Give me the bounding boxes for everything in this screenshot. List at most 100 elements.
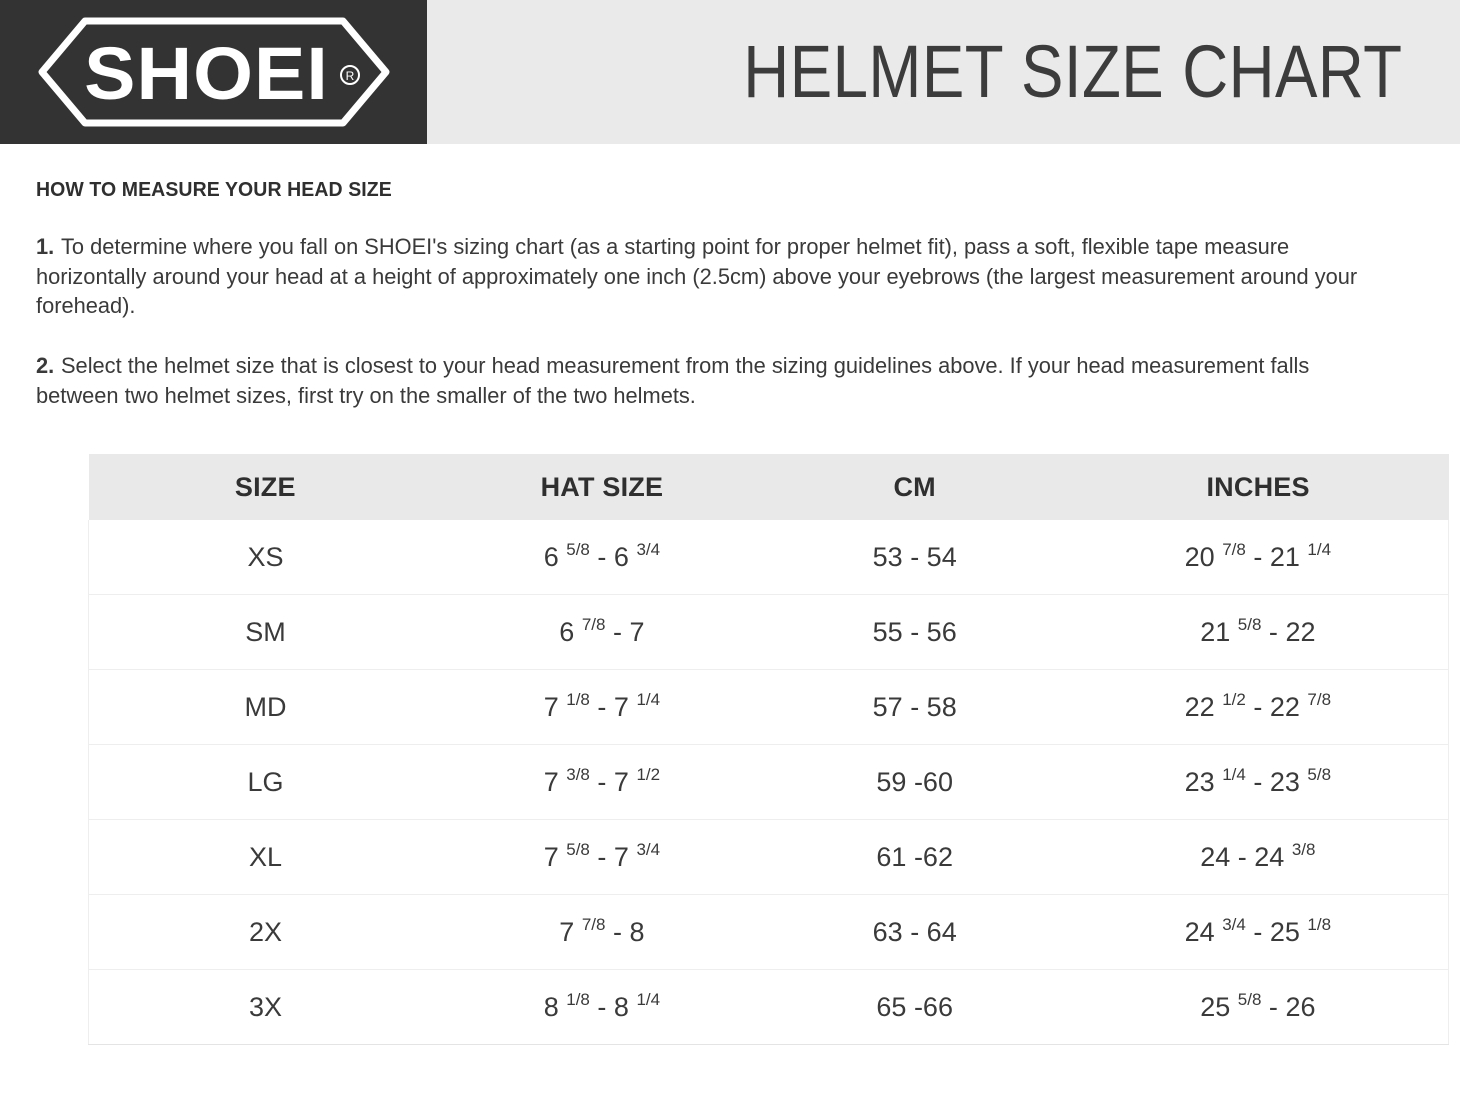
inches-whole-2: 22 xyxy=(1269,691,1300,722)
inches-whole-2: 24 xyxy=(1254,841,1285,872)
cell-cm: 61 -62 xyxy=(761,819,1068,896)
how-to-measure-heading: HOW TO MEASURE YOUR HEAD SIZE xyxy=(36,178,392,201)
cell-cm: 55 - 56 xyxy=(761,594,1068,671)
table-row: 3X 8 1/8 - 8 1/4 65 -66 25 5/8 - 26 xyxy=(88,969,1449,1046)
cell-size: 3X xyxy=(88,969,443,1046)
hat-size-whole-1: 6 xyxy=(543,541,559,572)
hat-size-whole-1: 7 xyxy=(559,916,575,947)
table-head: SIZE HAT SIZE CM INCHES xyxy=(88,454,1449,521)
cell-size: SM xyxy=(88,594,443,671)
inches-whole-1: 22 xyxy=(1184,691,1215,722)
shoei-logo-block: SHOEI R xyxy=(0,0,427,144)
inches-fraction-2: 7/8 xyxy=(1307,689,1332,709)
hat-size-whole-2: 7 xyxy=(613,766,629,797)
inches-fraction-1: 1/2 xyxy=(1222,689,1246,709)
hat-size-whole-1: 7 xyxy=(543,766,559,797)
step-1-text: To determine where you fall on SHOEI's s… xyxy=(36,234,1358,319)
size-chart-table: SIZE HAT SIZE CM INCHES XS 6 5/8 - 6 3/4 5… xyxy=(88,454,1449,1046)
inches-separator: - xyxy=(1253,691,1263,722)
inches-separator: - xyxy=(1253,766,1263,797)
hat-size-fraction-1: 5/8 xyxy=(566,539,590,559)
hat-size-separator: - xyxy=(612,616,622,647)
cell-inches: 20 7/8 - 21 1/4 xyxy=(1067,520,1449,596)
cell-inches: 24 3/4 - 25 1/8 xyxy=(1067,894,1449,971)
hat-size-fraction-2: 1/2 xyxy=(636,764,661,784)
cell-hat-size: 8 1/8 - 8 1/4 xyxy=(442,969,762,1046)
cell-cm: 65 -66 xyxy=(761,969,1068,1046)
cell-size: LG xyxy=(88,744,443,821)
inches-whole-2: 25 xyxy=(1269,916,1300,947)
shoei-logo-icon: SHOEI R xyxy=(38,17,389,127)
cell-size: MD xyxy=(88,669,443,746)
cell-cm: 53 - 54 xyxy=(761,520,1068,596)
cell-size: XS xyxy=(88,520,443,596)
inches-separator: - xyxy=(1237,841,1247,872)
svg-text:R: R xyxy=(345,69,354,83)
step-2-number: 2. xyxy=(36,353,55,379)
cell-inches: 23 1/4 - 23 5/8 xyxy=(1067,744,1449,821)
inches-fraction-2: 3/8 xyxy=(1291,839,1316,859)
hat-size-whole-2: 8 xyxy=(613,991,629,1022)
hat-size-whole-2: 8 xyxy=(629,916,645,947)
inches-fraction-1: 3/4 xyxy=(1222,914,1246,934)
column-header-hat-size: HAT SIZE xyxy=(442,454,762,521)
hat-size-fraction-1: 5/8 xyxy=(566,839,590,859)
inches-whole-2: 23 xyxy=(1269,766,1300,797)
hat-size-whole-2: 7 xyxy=(613,691,629,722)
hat-size-fraction-2: 3/4 xyxy=(636,839,661,859)
hat-size-separator: - xyxy=(597,991,607,1022)
inches-fraction-2: 1/8 xyxy=(1307,914,1332,934)
cell-inches: 25 5/8 - 26 xyxy=(1067,969,1449,1046)
hat-size-fraction-2: 1/4 xyxy=(636,689,661,709)
table-row: XS 6 5/8 - 6 3/4 53 - 54 20 7/8 - 21 1/4 xyxy=(88,520,1449,596)
table-row: MD 7 1/8 - 7 1/4 57 - 58 22 1/2 - 22 7/8 xyxy=(88,669,1449,746)
cell-size: 2X xyxy=(88,894,443,971)
table-row: XL 7 5/8 - 7 3/4 61 -62 24 - 24 3/8 xyxy=(88,819,1449,896)
content-area: HOW TO MEASURE YOUR HEAD SIZE 1. To deter… xyxy=(0,178,1460,1046)
inches-fraction-1: 7/8 xyxy=(1222,539,1246,559)
cell-hat-size: 7 7/8 - 8 xyxy=(442,894,762,971)
inches-whole-1: 21 xyxy=(1200,616,1231,647)
svg-text:SHOEI: SHOEI xyxy=(84,32,329,114)
cell-cm: 59 -60 xyxy=(761,744,1068,821)
hat-size-whole-2: 7 xyxy=(629,616,645,647)
inches-fraction-2: 1/4 xyxy=(1307,539,1332,559)
inches-whole-1: 24 xyxy=(1184,916,1215,947)
column-header-inches: INCHES xyxy=(1067,454,1449,521)
inches-whole-1: 23 xyxy=(1184,766,1215,797)
cell-hat-size: 7 3/8 - 7 1/2 xyxy=(442,744,762,821)
cell-hat-size: 6 7/8 - 7 xyxy=(442,594,762,671)
column-header-cm: CM xyxy=(761,454,1068,521)
hat-size-whole-2: 6 xyxy=(613,541,629,572)
hat-size-fraction-1: 1/8 xyxy=(566,989,590,1009)
hat-size-fraction-1: 7/8 xyxy=(581,914,606,934)
header-title-area: HELMET SIZE CHART xyxy=(427,0,1460,144)
hat-size-whole-2: 7 xyxy=(613,841,629,872)
hat-size-whole-1: 8 xyxy=(543,991,559,1022)
instruction-step-2: 2. Select the helmet size that is closest… xyxy=(36,351,1382,410)
cell-hat-size: 7 5/8 - 7 3/4 xyxy=(442,819,762,896)
cell-inches: 24 - 24 3/8 xyxy=(1067,819,1449,896)
table-row: LG 7 3/8 - 7 1/2 59 -60 23 1/4 - 23 5/8 xyxy=(88,744,1449,821)
inches-whole-1: 25 xyxy=(1200,991,1231,1022)
inches-fraction-1: 1/4 xyxy=(1222,764,1246,784)
hat-size-whole-1: 7 xyxy=(543,841,559,872)
inches-separator: - xyxy=(1253,541,1263,572)
table-row: SM 6 7/8 - 7 55 - 56 21 5/8 - 22 xyxy=(88,594,1449,671)
hat-size-fraction-2: 3/4 xyxy=(636,539,661,559)
inches-whole-2: 22 xyxy=(1285,616,1316,647)
cell-hat-size: 7 1/8 - 7 1/4 xyxy=(442,669,762,746)
hat-size-fraction-1: 3/8 xyxy=(566,764,590,784)
hat-size-separator: - xyxy=(597,841,607,872)
hat-size-separator: - xyxy=(597,541,607,572)
page-title: HELMET SIZE CHART xyxy=(742,30,1402,113)
inches-fraction-2: 5/8 xyxy=(1307,764,1332,784)
step-1-number: 1. xyxy=(36,234,55,259)
hat-size-whole-1: 7 xyxy=(543,691,559,722)
table-body: XS 6 5/8 - 6 3/4 53 - 54 20 7/8 - 21 1/4 SM 6… xyxy=(88,520,1449,1046)
cell-cm: 57 - 58 xyxy=(761,669,1068,746)
inches-separator: - xyxy=(1268,991,1278,1022)
inches-fraction-1: 5/8 xyxy=(1237,614,1262,634)
inches-separator: - xyxy=(1268,616,1278,647)
table-row: 2X 7 7/8 - 8 63 - 64 24 3/4 - 25 1/8 xyxy=(88,894,1449,971)
